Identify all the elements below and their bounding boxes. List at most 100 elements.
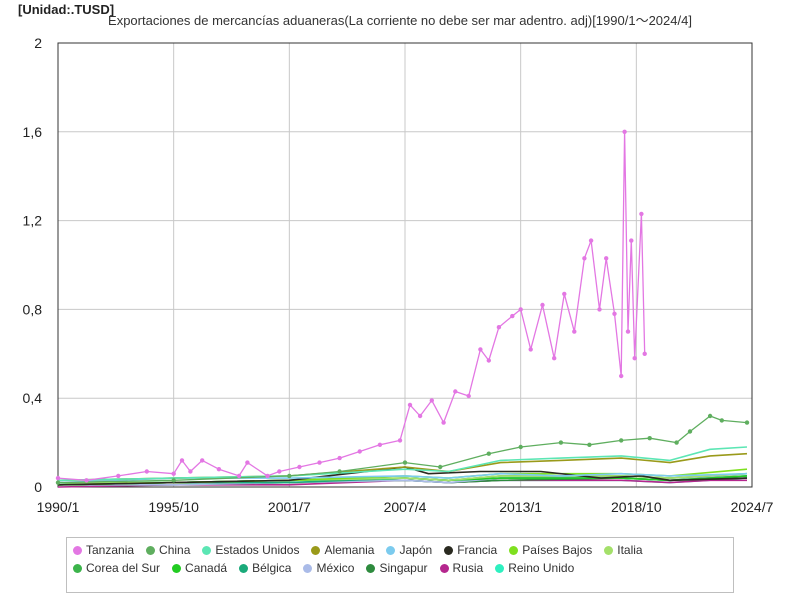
- data-point: [441, 420, 446, 425]
- series-line: [57, 479, 747, 488]
- legend-item: Italia: [604, 543, 643, 557]
- legend-item: Reino Unido: [495, 561, 574, 575]
- legend-label: Canadá: [185, 561, 228, 575]
- unit-label: [Unidad:.TUSD]: [18, 2, 115, 17]
- x-tick-label: 1995/10: [148, 499, 199, 515]
- legend-label: Francia: [457, 543, 498, 557]
- legend-label: México: [316, 561, 355, 575]
- legend-label: Tanzania: [86, 543, 135, 557]
- legend-item: Tanzania: [73, 543, 134, 557]
- legend-item: Singapur: [366, 561, 428, 575]
- data-point: [417, 413, 423, 419]
- data-point: [518, 307, 523, 312]
- legend-label: Bélgica: [252, 561, 292, 575]
- data-point: [639, 211, 644, 217]
- data-point: [510, 313, 515, 319]
- y-tick-label: 1,6: [23, 124, 43, 140]
- plot-area-frame: [57, 42, 753, 488]
- data-point: [612, 311, 617, 316]
- legend-swatch: [202, 545, 212, 555]
- x-tick-label: 2001/7: [268, 499, 311, 515]
- data-point: [744, 420, 750, 425]
- data-point: [540, 302, 545, 308]
- data-point: [438, 464, 443, 470]
- x-tick-label: 2018/10: [611, 499, 662, 515]
- data-point: [188, 469, 193, 474]
- data-point: [632, 356, 637, 361]
- data-point: [116, 473, 121, 479]
- legend-item: Francia: [444, 543, 497, 557]
- data-point: [619, 438, 624, 443]
- series-line: [57, 466, 748, 486]
- data-point: [337, 469, 342, 474]
- legend-item: Alemania: [311, 543, 374, 557]
- data-point: [486, 358, 491, 363]
- data-point: [604, 256, 609, 261]
- legend-swatch: [73, 563, 82, 573]
- data-point: [171, 478, 176, 483]
- data-point: [588, 238, 594, 243]
- data-point: [597, 307, 602, 312]
- legend-swatch: [146, 545, 156, 555]
- data-point: [200, 458, 205, 463]
- x-tick-label: 2024/7: [731, 499, 774, 515]
- data-point: [407, 402, 413, 408]
- legend-swatch: [495, 563, 505, 573]
- legend-label: Japón: [399, 543, 433, 557]
- data-point: [562, 291, 567, 297]
- data-point: [518, 444, 523, 450]
- legend-label: China: [159, 543, 191, 557]
- data-point: [144, 469, 149, 474]
- legend-label: Italia: [617, 543, 643, 557]
- data-point: [478, 347, 483, 352]
- data-point: [528, 347, 533, 352]
- series-layer: [55, 129, 750, 488]
- x-tick-label: 2013/1: [499, 499, 542, 515]
- legend-swatch: [386, 545, 396, 555]
- data-point: [216, 467, 222, 472]
- data-point: [687, 429, 693, 434]
- data-point: [297, 464, 302, 470]
- data-point: [287, 473, 292, 479]
- data-point: [582, 256, 587, 261]
- data-point: [429, 398, 434, 403]
- series-1: [55, 413, 750, 485]
- legend-item: Países Bajos: [509, 543, 592, 557]
- data-point: [55, 480, 61, 485]
- data-point: [171, 471, 176, 476]
- data-point: [674, 440, 679, 445]
- data-point: [453, 389, 458, 394]
- data-point: [629, 238, 634, 243]
- legend-swatch: [444, 545, 454, 555]
- data-point: [55, 475, 61, 481]
- data-point: [572, 329, 577, 334]
- data-point: [179, 458, 185, 463]
- data-point: [707, 413, 713, 419]
- series-5: [57, 466, 748, 486]
- data-point: [622, 129, 627, 134]
- legend-label: Estados Unidos: [215, 543, 300, 557]
- legend-swatch: [172, 563, 182, 573]
- series-2: [57, 446, 748, 482]
- y-tick-label: 0,4: [23, 390, 43, 406]
- y-tick-label: 1,2: [23, 213, 43, 229]
- series-0: [55, 129, 647, 483]
- legend-swatch: [604, 545, 614, 555]
- legend-item: México: [303, 561, 354, 575]
- data-point: [337, 455, 342, 461]
- legend-swatch: [366, 563, 376, 573]
- data-point: [277, 469, 282, 474]
- data-point: [647, 436, 652, 441]
- legend-label: Alemania: [324, 543, 375, 557]
- data-point: [377, 442, 383, 447]
- y-tick-label: 2: [34, 35, 42, 51]
- x-tick-label: 1990/1: [37, 499, 80, 515]
- data-point: [84, 478, 89, 483]
- legend-item: Bélgica: [239, 561, 291, 575]
- data-point: [245, 460, 250, 465]
- x-tick-label: 2007/4: [384, 499, 427, 515]
- legend-label: Países Bajos: [522, 543, 593, 557]
- data-point: [558, 440, 564, 445]
- chart-title: Exportaciones de mercancías aduaneras(La…: [108, 13, 692, 28]
- legend-swatch: [509, 545, 519, 555]
